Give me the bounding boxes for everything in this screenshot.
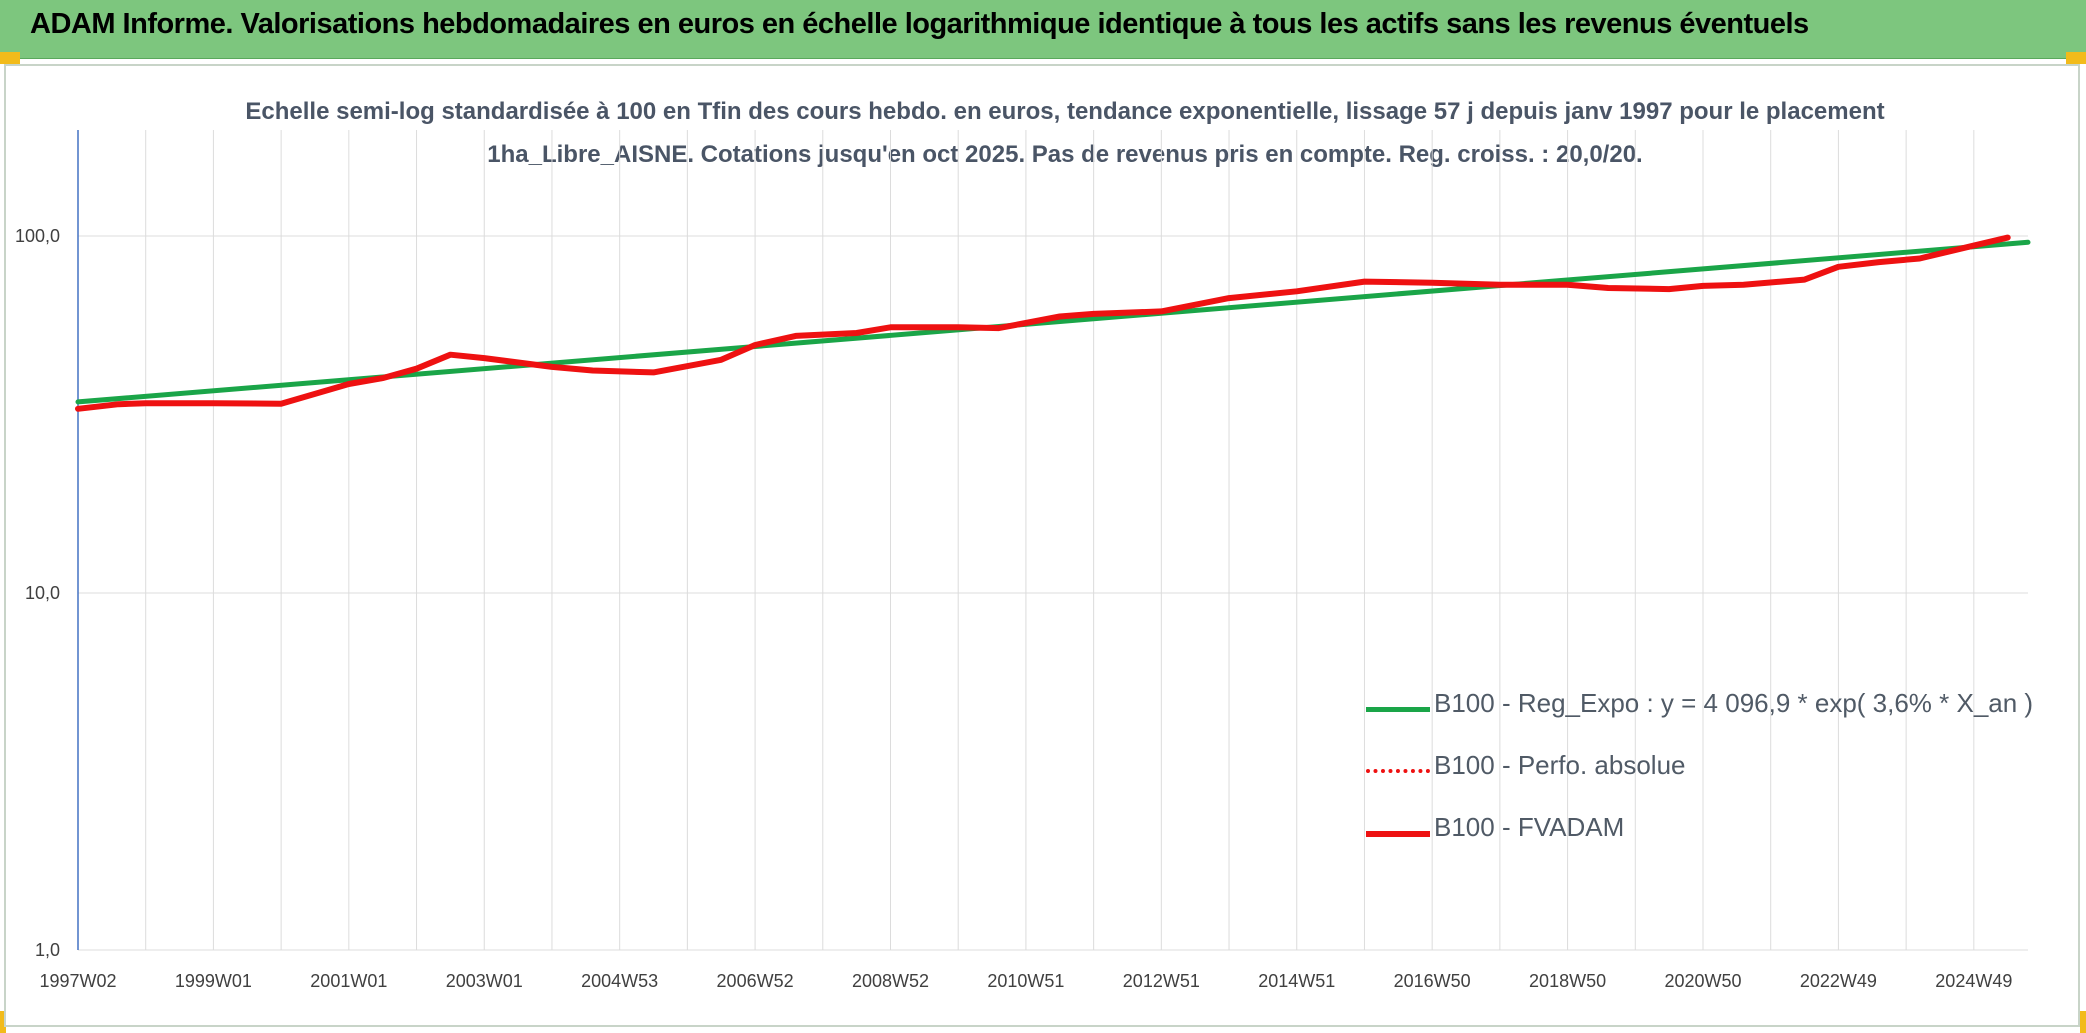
report-title: ADAM Informe. Valorisations hebdomadaire… — [30, 8, 1809, 40]
x-tick-label: 2003W01 — [446, 971, 523, 991]
series-line-2 — [75, 234, 2011, 412]
x-tick-label: 2006W52 — [717, 971, 794, 991]
x-tick-label: 2016W50 — [1394, 971, 1471, 991]
x-tick-label: 1997W02 — [39, 971, 116, 991]
corner-marker-top-right — [2066, 52, 2086, 64]
legend-label-regression: B100 - Reg_Expo : y = 4 096,9 * exp( 3,6… — [1434, 688, 2034, 718]
x-tick-label: 1999W01 — [175, 971, 252, 991]
corner-marker-bottom-right — [2080, 1011, 2086, 1033]
x-tick-label: 2012W51 — [1123, 971, 1200, 991]
chart-title: Echelle semi-log standardisée à 100 en T… — [245, 98, 1885, 168]
y-tick-label: 100,0 — [15, 226, 60, 246]
x-tick-label: 2001W01 — [310, 971, 387, 991]
corner-marker-bottom-left — [0, 1011, 6, 1033]
x-tick-label: 2018W50 — [1529, 971, 1606, 991]
legend-swatch-regression — [1366, 707, 1430, 712]
x-tick-label: 2004W53 — [581, 971, 658, 991]
x-tick-label: 2014W51 — [1258, 971, 1335, 991]
x-tick-label: 2022W49 — [1800, 971, 1877, 991]
x-tick-label: 2020W50 — [1664, 971, 1741, 991]
legend-label-perfo-absolue: B100 - Perfo. absolue — [1434, 750, 1686, 780]
chart-frame — [4, 64, 2080, 1027]
x-tick-label: 2010W51 — [987, 971, 1064, 991]
legend-label-fvadam: B100 - FVADAM — [1434, 812, 1625, 842]
report-header: ADAM Informe. Valorisations hebdomadaire… — [0, 0, 2086, 59]
legend-swatch-fvadam — [1366, 831, 1430, 837]
legend-swatch-perfo-absolue — [1366, 769, 1430, 773]
y-tick-label: 10,0 — [25, 583, 60, 603]
corner-marker-top-left — [0, 52, 20, 64]
x-tick-label: 2008W52 — [852, 971, 929, 991]
y-tick-label: 1,0 — [35, 940, 60, 960]
x-tick-label: 2024W49 — [1935, 971, 2012, 991]
